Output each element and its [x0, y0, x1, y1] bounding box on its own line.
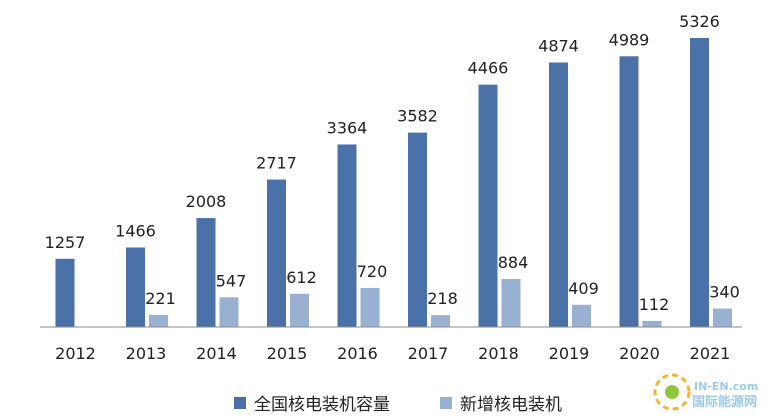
bar-total-capacity — [408, 132, 427, 327]
bar-new-capacity — [431, 315, 450, 327]
x-tick-label: 2017 — [408, 344, 449, 363]
data-labels-group: 1257 1466 221 2008 547 2717 612 3364 720 3582 218 4… — [45, 12, 740, 314]
data-label-total: 3364 — [327, 118, 368, 137]
bar-new-capacity — [360, 287, 380, 327]
bar-total-capacity — [478, 84, 498, 328]
bar-total-capacity — [337, 144, 357, 327]
data-label-new: 547 — [216, 271, 247, 290]
x-tick-labels-group: 2012 2013 2014 2015 2016 2017 2018 2019 2020 2021 — [55, 344, 730, 363]
bar-new-capacity — [290, 293, 309, 327]
watermark-logo-icon — [653, 373, 691, 411]
bar-total-capacity — [619, 56, 639, 328]
data-label-total: 1257 — [45, 233, 86, 252]
x-tick-label: 2021 — [690, 344, 731, 363]
bar-total-capacity — [196, 218, 216, 327]
bar-total-capacity — [549, 62, 568, 327]
data-label-new: 720 — [357, 262, 388, 281]
bar-new-capacity — [501, 279, 521, 327]
data-label-new: 221 — [145, 289, 176, 308]
legend: 全国核电装机容量 新增核电装机 — [234, 395, 562, 415]
data-label-total: 2008 — [186, 192, 227, 211]
data-label-new: 112 — [639, 295, 670, 314]
legend-label-total: 全国核电装机容量 — [254, 395, 390, 415]
x-tick-label: 2012 — [55, 344, 96, 363]
legend-swatch-total — [234, 397, 246, 409]
data-label-new: 612 — [286, 268, 317, 287]
data-label-total: 1466 — [115, 221, 156, 240]
x-tick-label: 2018 — [478, 344, 519, 363]
bar-new-capacity — [642, 320, 662, 327]
bar-new-capacity — [713, 308, 732, 327]
watermark-logo-core — [665, 385, 679, 399]
watermark: IN-EN.com 国际能源网 — [653, 373, 758, 411]
legend-label-new: 新增核电装机 — [460, 395, 562, 415]
data-label-total: 3582 — [397, 107, 438, 126]
data-label-new: 218 — [427, 289, 458, 308]
bar-total-capacity — [126, 247, 145, 327]
x-tick-label: 2014 — [196, 344, 237, 363]
bar-new-capacity — [149, 315, 168, 327]
data-label-total: 2717 — [256, 154, 297, 173]
data-label-new: 340 — [709, 283, 740, 302]
data-label-new: 409 — [568, 279, 599, 298]
data-label-total: 4466 — [468, 59, 509, 78]
legend-swatch-new — [440, 397, 452, 409]
x-tick-label: 2015 — [267, 344, 308, 363]
x-tick-label: 2013 — [126, 344, 167, 363]
x-tick-label: 2019 — [549, 344, 590, 363]
x-tick-label: 2020 — [619, 344, 660, 363]
data-label-total: 5326 — [679, 12, 720, 31]
data-label-total: 4874 — [538, 37, 579, 56]
bars-group — [55, 38, 732, 328]
watermark-bottom-text: 国际能源网 — [692, 394, 757, 410]
bar-total-capacity — [690, 38, 709, 327]
bar-new-capacity — [219, 297, 239, 327]
x-tick-label: 2016 — [337, 344, 378, 363]
watermark-top-text: IN-EN.com — [694, 380, 758, 393]
data-label-new: 884 — [498, 253, 529, 272]
bar-total-capacity — [267, 179, 286, 327]
data-label-total: 4989 — [609, 30, 650, 49]
bar-total-capacity — [55, 258, 75, 327]
bar-new-capacity — [572, 304, 591, 327]
